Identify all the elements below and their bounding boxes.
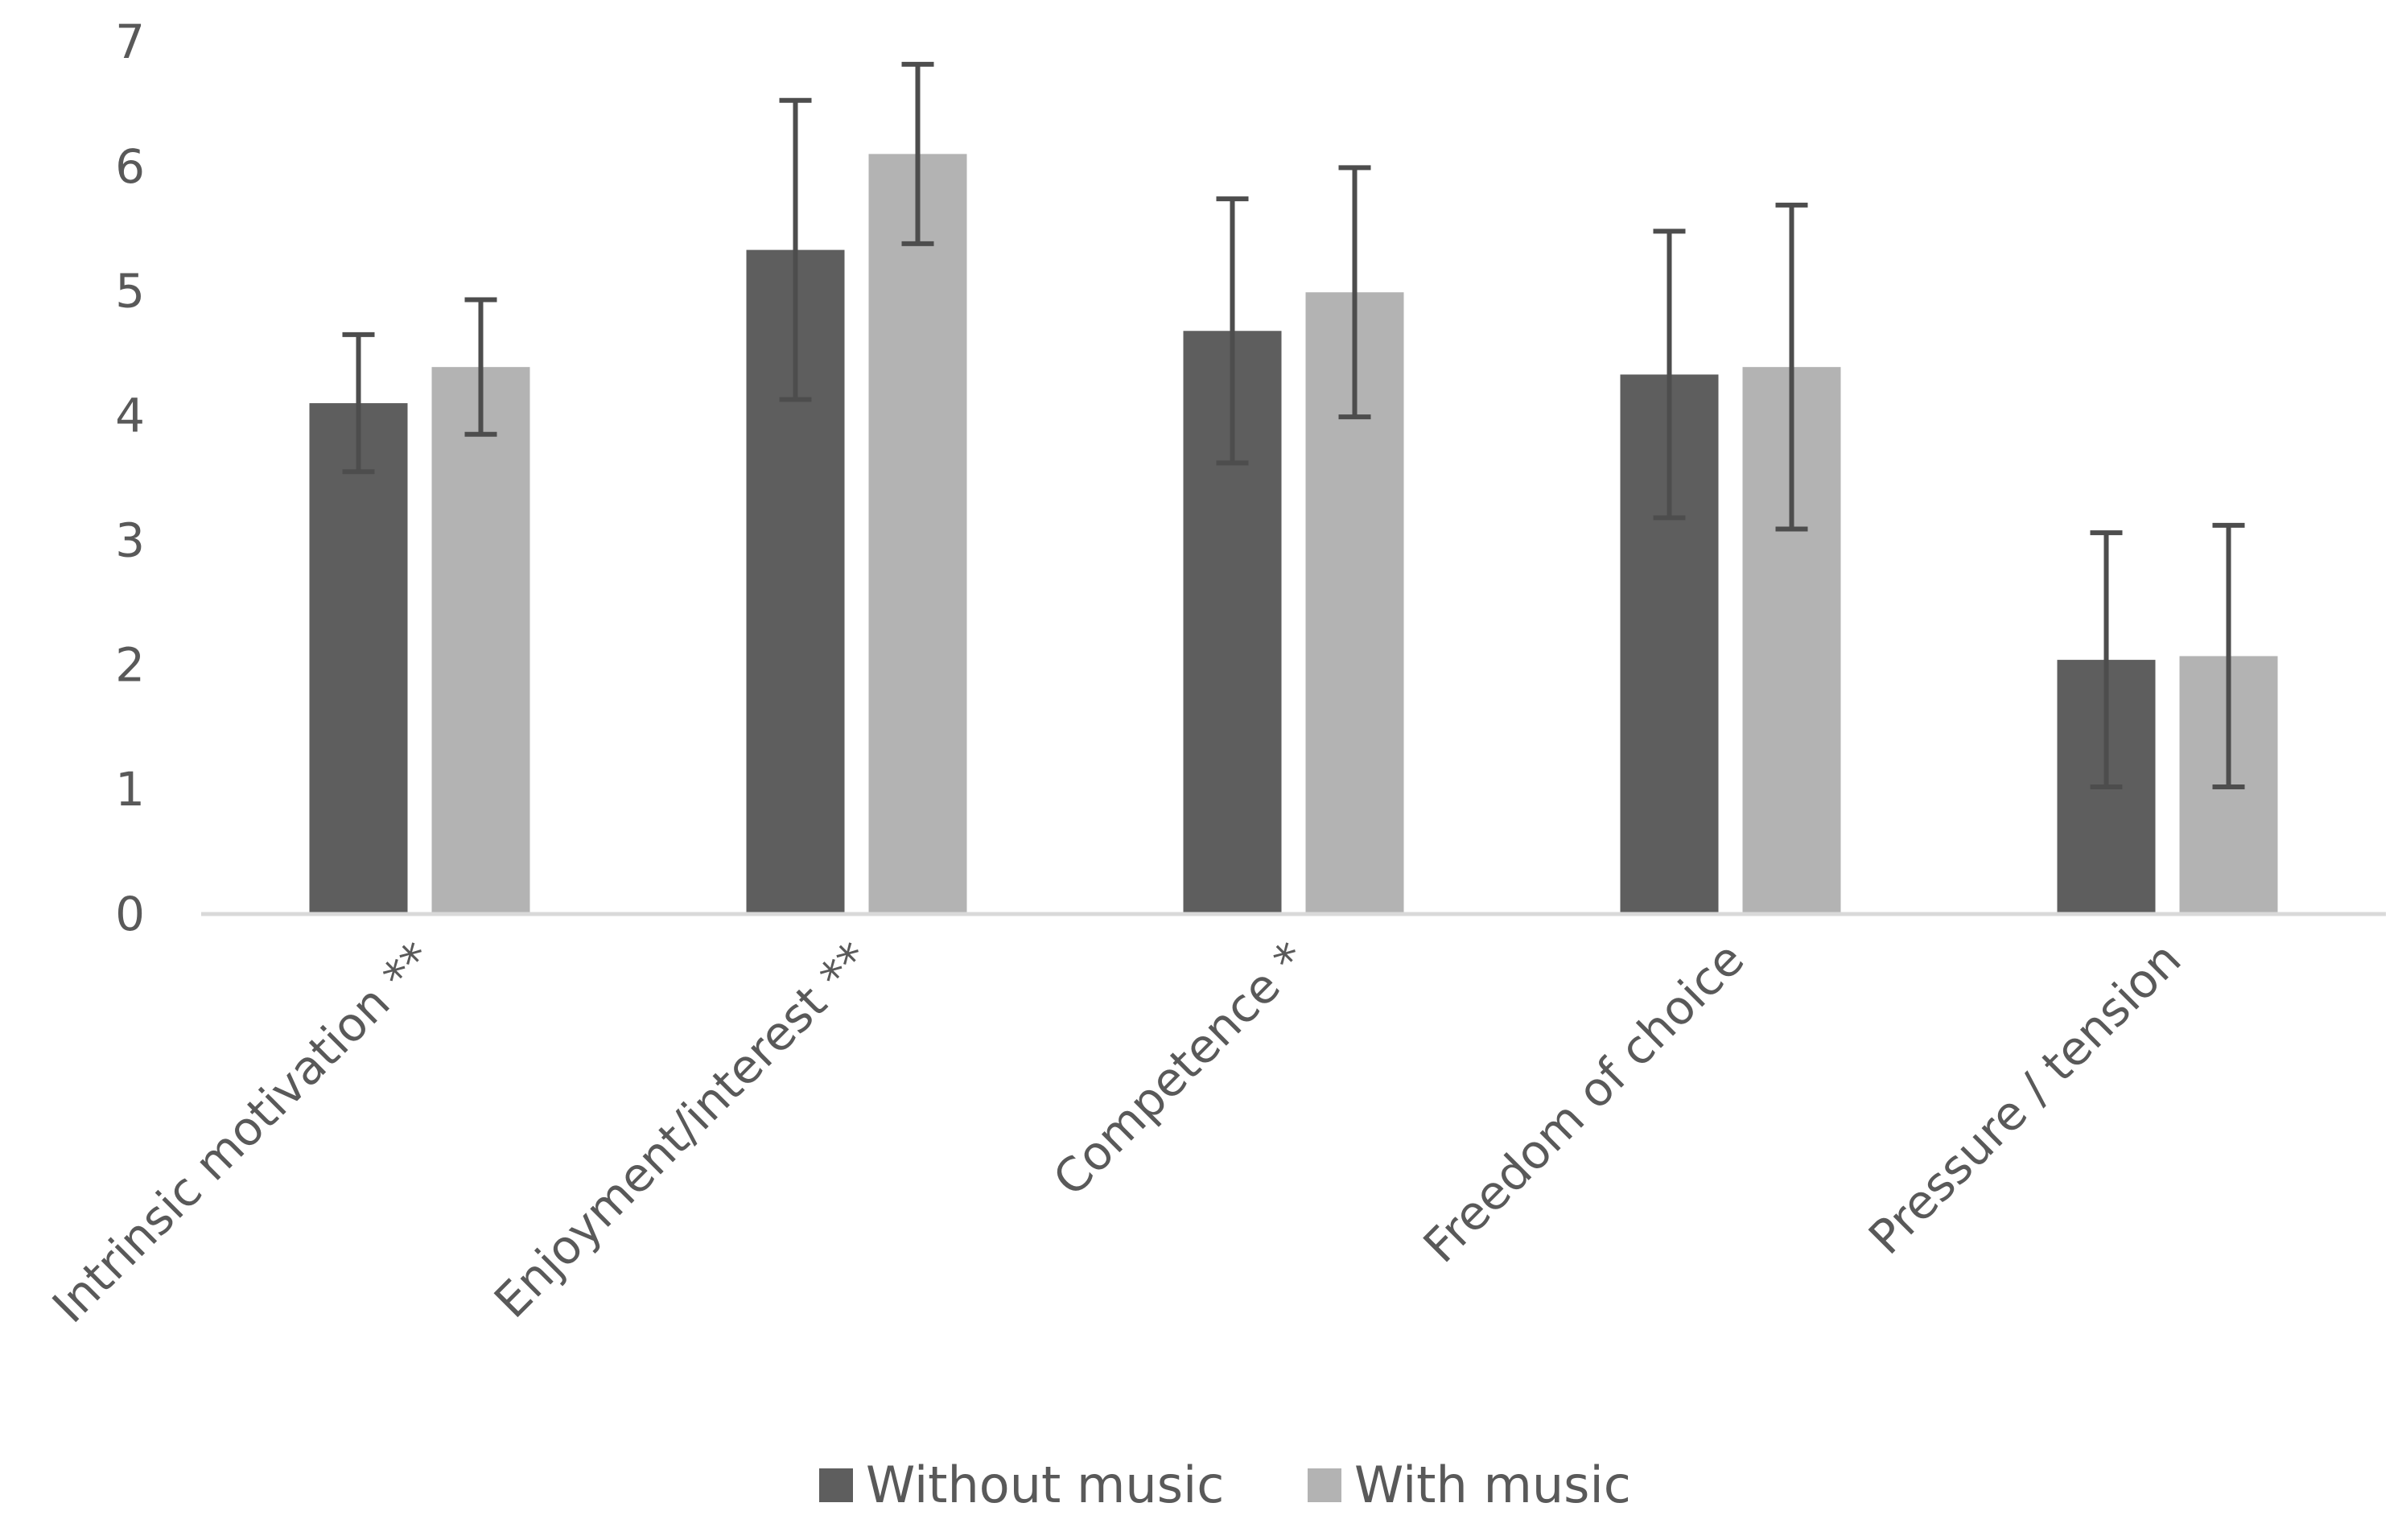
error-bars bbox=[342, 61, 2245, 790]
category-labels: Intrinsic motivation ** Enjoyment/interes… bbox=[42, 932, 2191, 1333]
y-tick-label-0: 0 bbox=[115, 887, 145, 941]
error-bar-without-music-intrinsic-motivation bbox=[342, 331, 375, 475]
y-tick-label-2: 2 bbox=[115, 637, 145, 692]
y-tick-label-1: 1 bbox=[115, 762, 145, 817]
y-tick-label-4: 4 bbox=[115, 389, 145, 443]
legend-label-with-music: With music bbox=[1354, 1456, 1631, 1514]
x-tick-label-intrinsic-motivation: Intrinsic motivation ** bbox=[42, 932, 443, 1333]
legend-item-with-music: With music bbox=[1308, 1456, 1631, 1514]
error-bar-without-music-enjoyment-interest bbox=[779, 97, 812, 402]
error-bar-without-music-competence bbox=[1216, 196, 1249, 466]
legend-label-without-music: Without music bbox=[866, 1456, 1224, 1514]
error-bar-with-music-pressure-tension bbox=[2212, 522, 2245, 790]
error-bar-with-music-competence bbox=[1338, 165, 1371, 420]
bar-without-music-intrinsic-motivation bbox=[309, 403, 408, 915]
y-tick-label-3: 3 bbox=[115, 513, 145, 567]
x-tick-label-enjoyment-interest: Enjoyment/interest ** bbox=[484, 932, 880, 1328]
bar-with-music-enjoyment-interest bbox=[868, 154, 967, 914]
x-tick-label-competence: Competence * bbox=[1043, 932, 1318, 1207]
bars bbox=[309, 154, 2278, 915]
error-bar-with-music-enjoyment-interest bbox=[901, 61, 934, 246]
error-bar-without-music-freedom-of-choice bbox=[1653, 229, 1686, 521]
y-tick-label-6: 6 bbox=[115, 139, 145, 194]
error-bar-with-music-intrinsic-motivation bbox=[464, 297, 497, 437]
legend-swatch-without-music bbox=[819, 1468, 853, 1502]
legend: Without music With music bbox=[819, 1456, 1631, 1514]
x-tick-label-pressure-tension: Pressure / tension bbox=[1858, 932, 2191, 1265]
bar-with-music-intrinsic-motivation bbox=[431, 367, 530, 915]
y-tick-label-5: 5 bbox=[115, 264, 145, 319]
legend-swatch-with-music bbox=[1308, 1468, 1341, 1502]
legend-item-without-music: Without music bbox=[819, 1456, 1224, 1514]
y-axis-ticks: 0 1 2 3 4 5 6 7 bbox=[115, 14, 145, 941]
y-tick-label-7: 7 bbox=[115, 14, 145, 69]
error-bar-without-music-pressure-tension bbox=[2090, 530, 2123, 790]
x-tick-label-freedom-of-choice: Freedom of choice bbox=[1413, 932, 1755, 1274]
error-bar-with-music-freedom-of-choice bbox=[1775, 202, 1808, 532]
